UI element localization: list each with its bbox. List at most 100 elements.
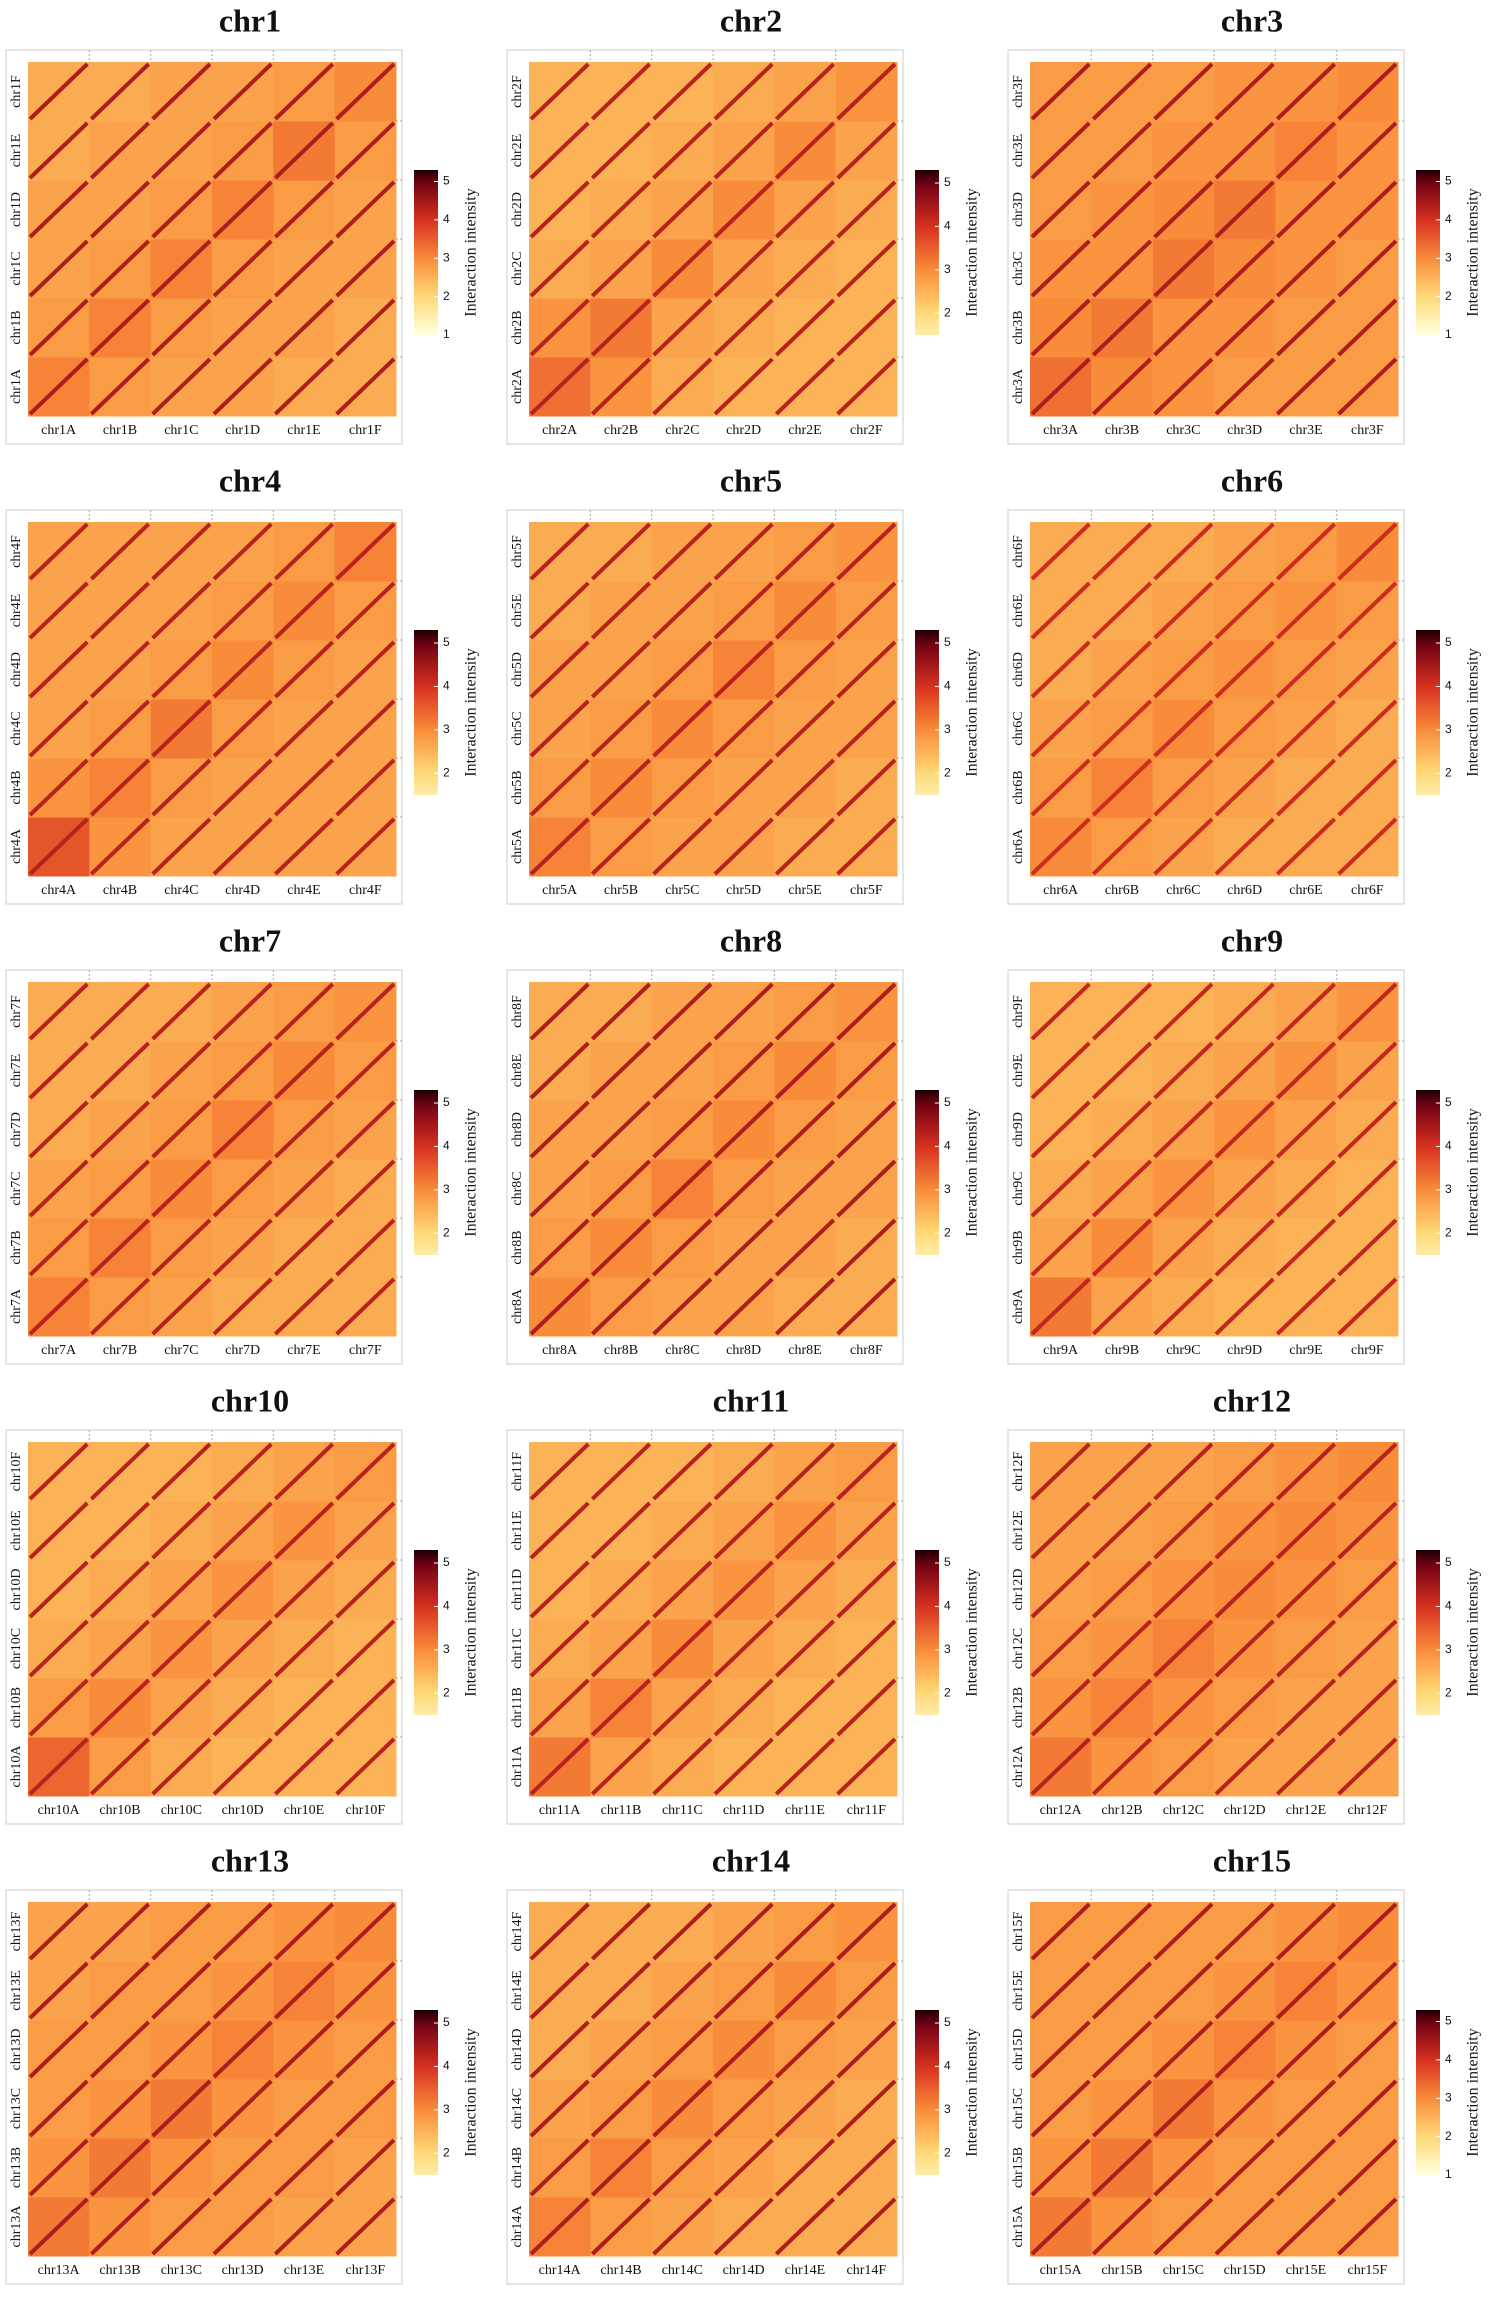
diagonal-stripe (1091, 1501, 1153, 1560)
x-tick-label: chr15A (1040, 2263, 1083, 2278)
y-tick-label: chr1B (9, 310, 24, 344)
diagonal-stripe (1275, 1041, 1337, 1100)
colorbar-tick-label: 4 (443, 1139, 450, 1153)
diagonal-stripe (836, 817, 897, 876)
diagonal-stripe (151, 758, 212, 817)
diagonal-stripe (529, 357, 590, 416)
diagonal-stripe (652, 1678, 713, 1737)
diagonal-stripe (89, 1100, 151, 1159)
diagonal-stripe (590, 1277, 652, 1336)
diagonal-stripe (652, 1961, 713, 2020)
colorbar-tick-label: 2 (944, 1225, 951, 1239)
diagonal-stripe (836, 1218, 897, 1277)
y-tick-label: chr4A (9, 828, 24, 864)
colorbar (915, 2010, 939, 2175)
diagonal-stripe (529, 640, 590, 699)
diagonal-stripe (774, 1442, 836, 1501)
diagonal-stripe (1030, 1961, 1091, 2020)
diagonal-stripe (1030, 1619, 1091, 1678)
y-tick-label: chr14B (510, 2147, 525, 2188)
chart-title: chr8 (720, 922, 782, 958)
colorbar (414, 2010, 438, 2175)
diagonal-stripe (1337, 1560, 1398, 1619)
diagonal-stripe (529, 1678, 590, 1737)
heatmap-panel: chr8 chr8A chr8A chr8B chr8B chr8C chr8C chr8D c… (506, 922, 981, 1365)
y-tick-label: chr14C (510, 2088, 525, 2129)
x-tick-label: chr13A (38, 2263, 81, 2278)
diagonal-stripe (1091, 2138, 1153, 2197)
diagonal-stripe (1153, 699, 1214, 758)
diagonal-stripe (1153, 1218, 1214, 1277)
x-tick-label: chr8D (726, 1343, 761, 1358)
diagonal-stripe (151, 298, 212, 357)
diagonal-stripe (273, 2138, 335, 2197)
heatmap-panel: chr7 chr7A chr7A chr7B chr7B chr7C chr7C chr7D c… (5, 922, 480, 1365)
y-tick-label: chr7F (9, 995, 24, 1028)
diagonal-stripe (89, 640, 151, 699)
colorbar-tick-label: 5 (443, 2015, 450, 2029)
x-tick-label: chr2E (788, 423, 821, 438)
diagonal-stripe (529, 581, 590, 640)
diagonal-stripe (1091, 239, 1153, 298)
diagonal-stripe (335, 817, 396, 876)
heatmap-panel: chr9 chr9A chr9A chr9B chr9B chr9C chr9C chr9D c… (1007, 922, 1482, 1365)
diagonal-stripe (590, 1902, 652, 1961)
chart-title: chr9 (1221, 922, 1283, 958)
colorbar-tick-label: 3 (944, 2102, 951, 2116)
diagonal-stripe (1337, 522, 1398, 581)
diagonal-stripe (1153, 298, 1214, 357)
diagonal-stripe (335, 982, 396, 1041)
y-tick-label: chr6F (1011, 535, 1026, 568)
diagonal-stripe (1091, 1277, 1153, 1336)
x-tick-label: chr13C (161, 2263, 202, 2278)
diagonal-stripe (713, 581, 774, 640)
diagonal-stripe (1214, 1100, 1275, 1159)
x-tick-label: chr10E (284, 1803, 324, 1818)
diagonal-stripe (1275, 982, 1337, 1041)
colorbar-tick-label: 5 (944, 175, 951, 189)
diagonal-stripe (652, 581, 713, 640)
diagonal-stripe (836, 1277, 897, 1336)
diagonal-stripe (335, 2138, 396, 2197)
x-tick-label: chr11C (662, 1803, 703, 1818)
heatmap-panel: chr5 chr5A chr5A chr5B chr5B chr5C chr5C chr5D c… (506, 462, 981, 905)
diagonal-stripe (1030, 982, 1091, 1041)
diagonal-stripe (652, 1737, 713, 1796)
diagonal-stripe (1153, 1619, 1214, 1678)
diagonal-stripe (335, 2079, 396, 2138)
diagonal-stripe (1214, 758, 1275, 817)
colorbar-tick-label: 4 (443, 1599, 450, 1613)
diagonal-stripe (652, 357, 713, 416)
x-tick-label: chr8A (542, 1343, 578, 1358)
diagonal-stripe (335, 1737, 396, 1796)
y-tick-label: chr12B (1011, 1687, 1026, 1728)
y-tick-label: chr1E (9, 134, 24, 167)
diagonal-stripe (1214, 1218, 1275, 1277)
x-tick-label: chr2D (726, 423, 761, 438)
colorbar (1416, 170, 1440, 335)
diagonal-stripe (335, 522, 396, 581)
diagonal-stripe (1153, 2020, 1214, 2079)
y-tick-label: chr9D (1011, 1112, 1026, 1147)
diagonal-stripe (590, 1619, 652, 1678)
y-tick-label: chr10A (9, 1745, 24, 1788)
diagonal-stripe (28, 1100, 89, 1159)
diagonal-stripe (151, 1737, 212, 1796)
diagonal-stripe (652, 298, 713, 357)
y-tick-label: chr11B (510, 1687, 525, 1728)
diagonal-stripe (529, 1159, 590, 1218)
diagonal-stripe (590, 699, 652, 758)
diagonal-stripe (713, 1902, 774, 1961)
diagonal-stripe (1337, 640, 1398, 699)
diagonal-stripe (774, 1041, 836, 1100)
diagonal-stripe (1091, 1100, 1153, 1159)
heatmap-panel: chr11 chr11A chr11A chr11B chr11B chr11C chr11… (506, 1382, 981, 1825)
colorbar-tick-label: 1 (1445, 2167, 1452, 2181)
diagonal-stripe (1214, 239, 1275, 298)
diagonal-stripe (1030, 357, 1091, 416)
x-tick-label: chr11D (723, 1803, 764, 1818)
diagonal-stripe (1337, 1902, 1398, 1961)
diagonal-stripe (529, 1442, 590, 1501)
diagonal-stripe (713, 298, 774, 357)
diagonal-stripe (590, 180, 652, 239)
